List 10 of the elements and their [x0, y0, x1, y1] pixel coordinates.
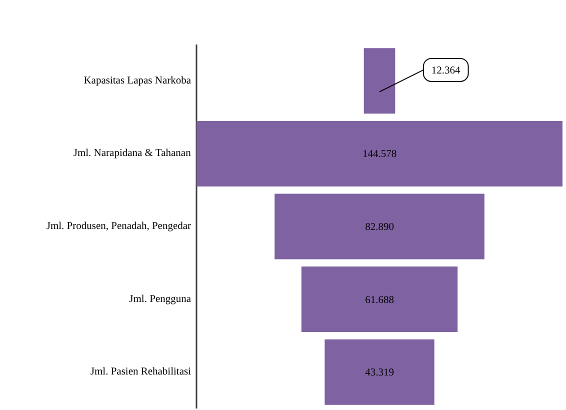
data-label: 12.364 — [431, 65, 462, 76]
data-label: 144.578 — [362, 149, 397, 160]
category-label: Jml. Narapidana & Tahanan — [73, 148, 192, 160]
category-label: Kapasitas Lapas Narkoba — [84, 75, 192, 86]
data-label: 43.319 — [365, 368, 394, 379]
data-label: 82.890 — [365, 222, 394, 233]
category-label: Jml. Pengguna — [129, 294, 192, 305]
category-label: Jml. Produsen, Penadah, Pengedar — [46, 221, 192, 232]
data-label: 61.688 — [365, 294, 394, 306]
category-label: Jml. Pasien Rehabilitasi — [90, 366, 192, 378]
